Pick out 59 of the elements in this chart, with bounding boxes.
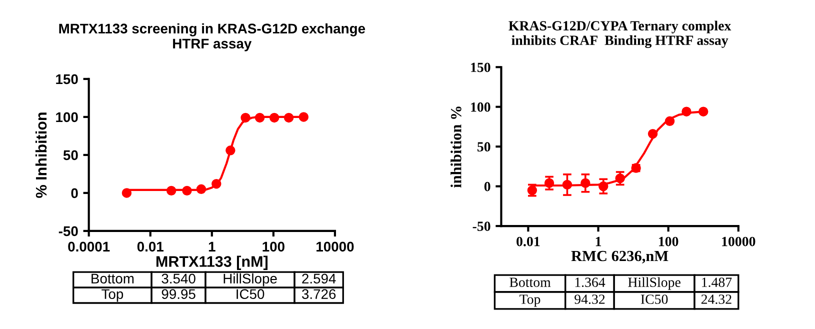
y-tick-label: 0 <box>484 182 490 192</box>
text: 99.95 <box>162 289 196 300</box>
y-tick-label: 50 <box>63 150 78 160</box>
text: Bottom <box>92 274 134 284</box>
point <box>298 112 309 122</box>
text: 94.32 <box>574 294 605 304</box>
point <box>196 184 206 194</box>
x-tick-label: 0.0001 <box>68 242 110 252</box>
text: 1.487 <box>702 278 732 288</box>
x-tick-label: 1 <box>208 242 216 252</box>
text: 3.540 <box>162 274 196 284</box>
y-tick-label: 100 <box>471 102 490 112</box>
point <box>682 106 692 116</box>
y-tick-label: 100 <box>56 112 78 122</box>
point <box>580 178 590 188</box>
text: 24.32 <box>701 294 732 304</box>
text: IC50 <box>640 294 668 304</box>
x-tick-label: 0.01 <box>137 242 164 252</box>
point <box>226 146 236 156</box>
text: Top <box>520 294 540 307</box>
text: IC50 <box>236 289 264 300</box>
point <box>648 128 658 139</box>
point <box>664 116 675 126</box>
text: 3.726 <box>302 289 336 300</box>
x-tick-label: 0.01 <box>516 236 540 246</box>
point <box>284 112 294 123</box>
point <box>698 106 708 116</box>
text: 2.594 <box>302 274 336 284</box>
y-tick-label: 0 <box>71 188 78 198</box>
point <box>212 178 222 189</box>
y-tick-label: -50 <box>58 226 78 236</box>
point <box>182 186 192 196</box>
chart-title: KRAS-G12D/CYPA Ternary complex inhibits CRAF Binding HTRF assay <box>508 20 732 48</box>
y-tick-label: -50 <box>472 222 490 231</box>
text: Top <box>102 289 124 302</box>
x-tick-label: 100 <box>262 242 284 252</box>
point <box>166 186 176 196</box>
point <box>562 180 572 190</box>
text: 1.364 <box>575 278 606 288</box>
y-tick-label: 150 <box>56 74 78 84</box>
chart-title: MRTX1133 screening in KRAS-G12D exchange HTRF assay <box>59 23 366 52</box>
point <box>254 112 265 123</box>
x-tick-label: 100 <box>659 236 678 246</box>
text: HillSlope <box>224 273 277 286</box>
y-axis-title: % Inhibition <box>35 112 47 198</box>
point <box>269 112 280 123</box>
x-tick-label: 10000 <box>316 242 354 252</box>
x-axis-title: RMC 6236,nM <box>571 250 668 264</box>
text: HillSlope <box>628 277 680 290</box>
point <box>615 173 625 184</box>
x-tick-label: 1 <box>596 236 602 246</box>
x-axis-title: MRTX1133 [nM] <box>156 256 268 270</box>
point <box>544 178 554 188</box>
y-tick-label: 50 <box>477 142 490 152</box>
text: Bottom <box>510 278 551 287</box>
x-tick-label: 10000 <box>722 236 756 246</box>
point <box>240 112 250 123</box>
y-tick-label: 150 <box>471 62 490 72</box>
y-axis-title: inhibition % <box>450 106 462 188</box>
